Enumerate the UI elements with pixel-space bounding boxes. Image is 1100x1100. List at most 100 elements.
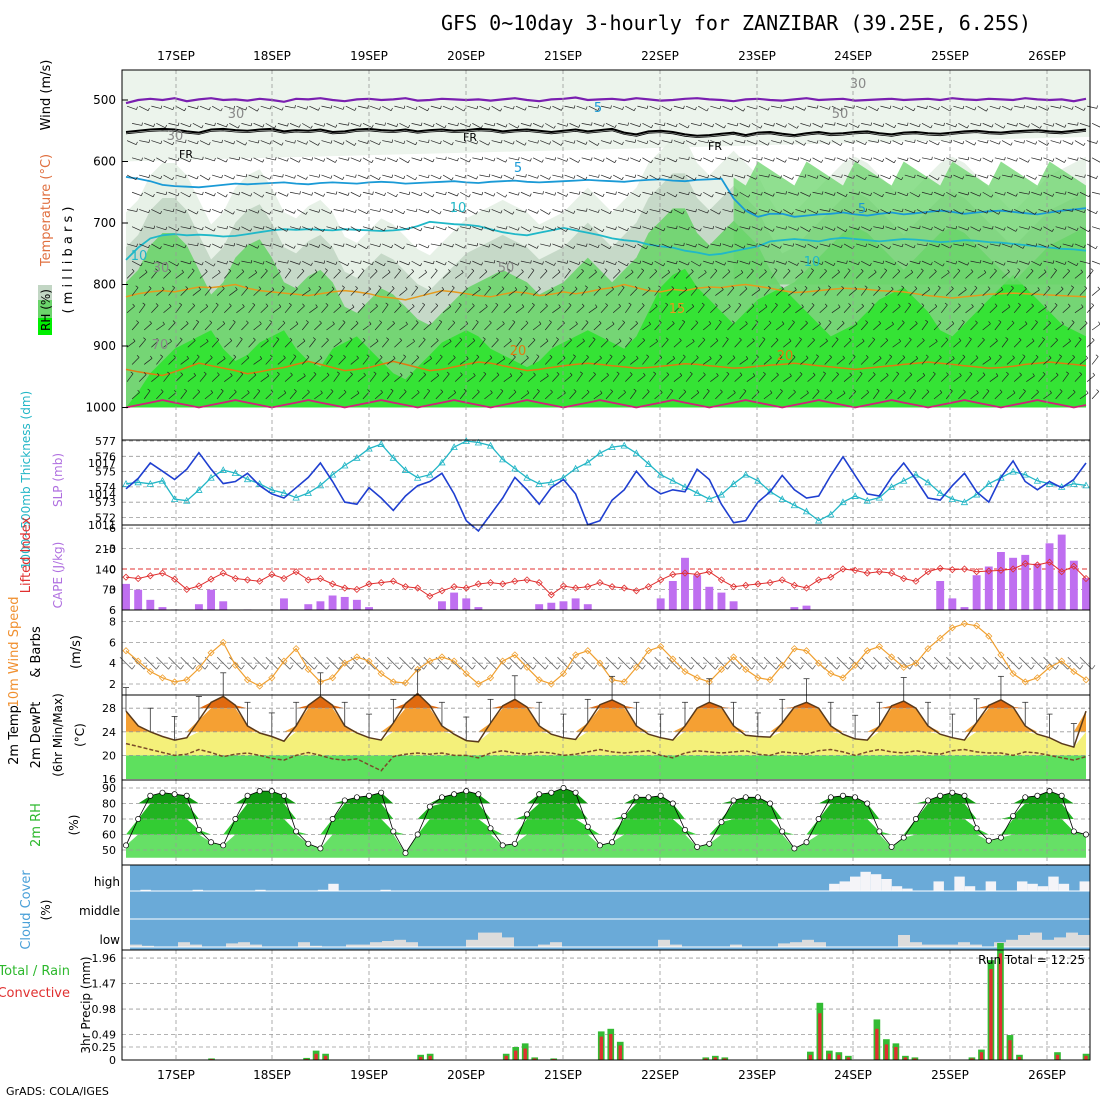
wind-barb-10m: [131, 656, 145, 670]
wind-barb: [299, 226, 301, 230]
wind-barb: [897, 287, 905, 296]
wind-speed-point: [924, 645, 932, 653]
wind-barb: [553, 262, 556, 266]
wind-barb: [184, 388, 187, 392]
wind-barb: [256, 108, 260, 112]
wind-barb: [800, 287, 808, 296]
thickness-point: [195, 486, 203, 493]
wind-barb: [160, 211, 162, 215]
top-date-label: 26SEP: [1028, 49, 1066, 63]
wind-barb: [1067, 287, 1074, 296]
wind-barb: [441, 286, 445, 290]
wind-barb: [710, 340, 719, 348]
cloud-cell: [1016, 881, 1028, 891]
wind-barb: [378, 285, 382, 288]
wind-barb: [1050, 270, 1057, 279]
wind-barb: [1016, 260, 1018, 264]
precip-conv-bar: [884, 1044, 889, 1060]
wind-barb: [549, 141, 551, 145]
wind-barb: [415, 106, 418, 110]
wind-barb: [391, 174, 394, 178]
wind-barb: [382, 174, 393, 178]
wind-barb: [1067, 391, 1076, 400]
wind-barb: [163, 271, 171, 279]
wind-barb-10m: [921, 656, 935, 670]
wind-barb: [831, 243, 842, 248]
wind-barb: [785, 191, 787, 195]
wind-barb: [625, 174, 636, 178]
wind-barb: [270, 243, 272, 247]
wind-barb: [892, 243, 903, 248]
wind-barb: [136, 106, 138, 110]
wind-barb: [1047, 244, 1050, 248]
cloud-cell: [870, 874, 882, 891]
wind-barb: [989, 305, 998, 314]
precip-conv-bar: [827, 1053, 832, 1060]
wind-barb: [1030, 268, 1034, 272]
wind-barb: [822, 371, 826, 374]
wind-barb: [622, 355, 626, 358]
wind-barb: [916, 209, 927, 215]
wind-speed-point: [438, 653, 446, 661]
temp-tick: 20: [102, 749, 116, 762]
precip-conv-bar: [1084, 1055, 1088, 1060]
wind-barb: [648, 286, 651, 290]
thickness-point: [304, 489, 312, 496]
wind-barb: [461, 269, 464, 273]
wind-barb: [758, 306, 768, 314]
wind-barb: [683, 242, 685, 246]
rh-point: [900, 834, 907, 841]
wind-barb: [248, 105, 258, 112]
wind-barb: [618, 191, 628, 196]
wind-speed-point: [802, 647, 811, 655]
wind-barb: [734, 374, 743, 382]
wind-barb: [615, 191, 617, 195]
wind-barb: [970, 322, 978, 331]
cloud-cell: [178, 942, 190, 947]
wind-barb: [1026, 243, 1037, 247]
wind-barb: [827, 285, 831, 288]
wind-barb: [379, 243, 381, 247]
wind-barb: [520, 260, 531, 264]
wind-barb: [362, 356, 370, 365]
thickness-point: [426, 470, 434, 478]
wind-barb: [781, 286, 784, 290]
wind-barb: [277, 260, 288, 264]
wind-barb: [359, 193, 362, 197]
wind-barb: [696, 355, 699, 358]
cloud-cell: [1030, 932, 1042, 947]
wind-barb: [928, 341, 938, 348]
wind-barb: [788, 303, 791, 307]
wind-barb: [682, 211, 685, 215]
wind-barb: [965, 105, 975, 111]
wind-barb: [369, 340, 379, 348]
wind-barb-10m: [435, 664, 440, 670]
wind-barb: [700, 122, 702, 126]
wind-barb: [138, 339, 146, 348]
wind-barb: [715, 157, 726, 161]
wind-barb: [180, 191, 190, 198]
wind-barb: [885, 123, 895, 129]
wind-barb: [579, 371, 583, 374]
cape-tick: 210: [95, 543, 116, 556]
wind-barb: [1043, 392, 1052, 400]
wind-barb: [151, 340, 159, 348]
wind-barb: [1018, 302, 1021, 306]
wind-barb: [484, 357, 493, 365]
wind-barb: [860, 287, 868, 296]
wind-barb: [222, 321, 226, 324]
lifted-index-point: [644, 583, 653, 591]
wind-barb: [281, 107, 284, 111]
cloud-cell: [130, 944, 142, 947]
wind-barb: [690, 287, 698, 296]
wind-barb: [845, 193, 848, 197]
wind-barb: [193, 372, 196, 376]
wind-barb: [995, 373, 999, 376]
wind-barb: [435, 321, 443, 331]
wind-barb: [232, 211, 235, 215]
wind-barb: [804, 174, 807, 178]
wind-barb: [189, 123, 192, 127]
wind-barb: [723, 125, 726, 129]
thickness-point: [353, 453, 361, 461]
wind-barb: [548, 211, 551, 215]
